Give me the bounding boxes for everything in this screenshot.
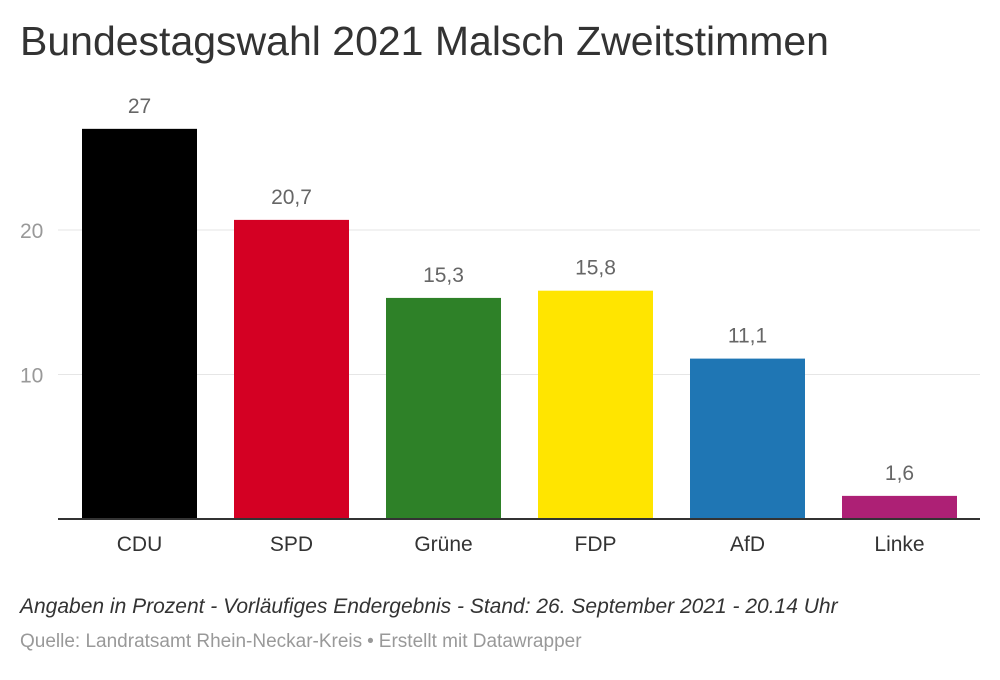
x-tick-label: SPD [270, 533, 313, 556]
chart-note: Angaben in Prozent - Vorläufiges Enderge… [20, 595, 838, 618]
x-tick-label: Grüne [414, 533, 472, 556]
bar [82, 128, 197, 519]
data-label: 11,1 [728, 325, 767, 348]
chart-source: Quelle: Landratsamt Rhein-Neckar-Kreis • E… [20, 631, 582, 653]
y-tick-label: 10 [20, 365, 43, 388]
x-tick-label: FDP [575, 533, 617, 556]
bar [234, 219, 349, 519]
y-tick-label: 20 [20, 220, 43, 243]
data-label: 15,3 [423, 264, 464, 287]
data-label: 27 [128, 95, 151, 118]
data-label: 15,8 [575, 257, 616, 280]
bar [690, 358, 805, 519]
x-tick-label: CDU [117, 533, 163, 556]
source-separator: • [367, 631, 374, 652]
x-tick-label: AfD [730, 533, 765, 556]
chart-title: Bundestagswahl 2021 Malsch Zweitstimmen [20, 18, 829, 64]
x-tick-label: Linke [874, 533, 924, 556]
bar [386, 297, 501, 519]
data-label: 1,6 [885, 462, 914, 485]
source-label: Quelle: Landratsamt Rhein-Neckar-Kreis [20, 631, 363, 652]
bar-chart: 10 20 27 CDU 20,7 SPD 15,3 Grüne 15,8 FDP 11,1 AfD 1… [20, 95, 980, 556]
datawrapper-credit-link[interactable]: Erstellt mit Datawrapper [378, 631, 582, 652]
bar [842, 495, 957, 519]
bar [538, 290, 653, 519]
data-label: 20,7 [271, 186, 312, 209]
